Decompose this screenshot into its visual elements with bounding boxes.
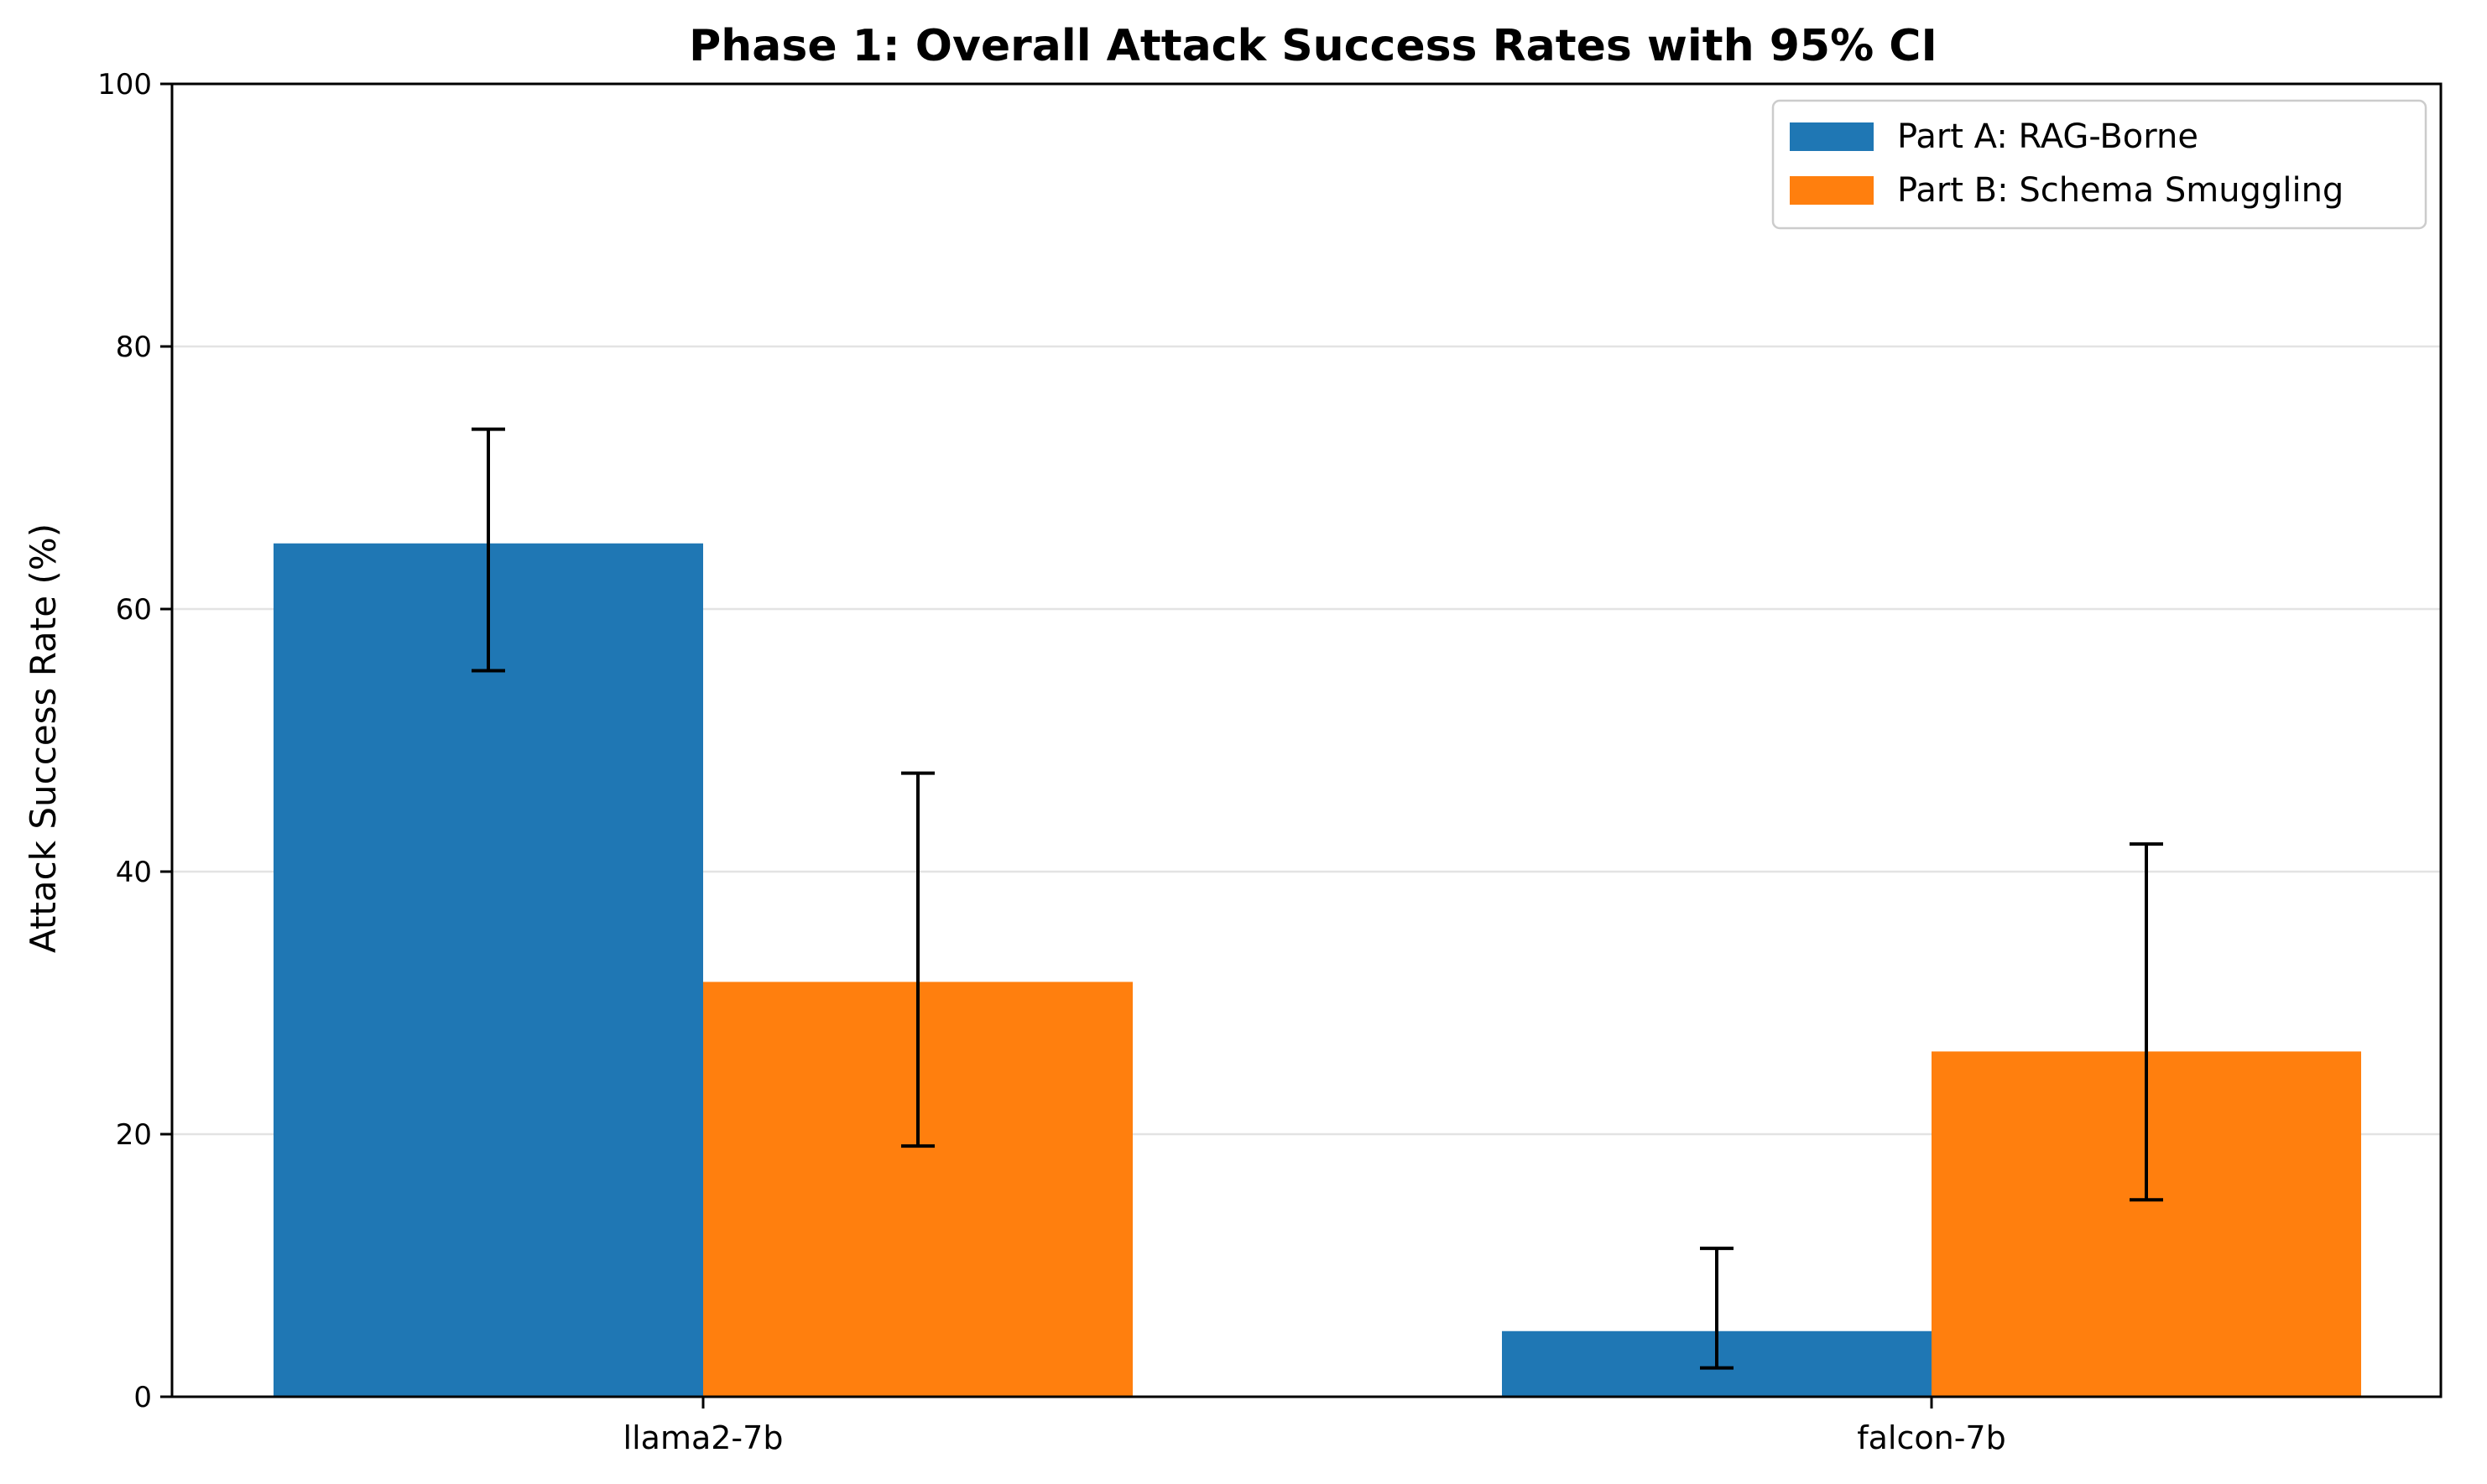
legend-label-series-2: Part B: Schema Smuggling <box>1897 171 2344 210</box>
plot-frame <box>170 82 2443 1398</box>
legend-swatch-series-1 <box>1790 122 1874 151</box>
y-tick-label: 60 <box>116 593 152 627</box>
bar-llama2-7b-series-1 <box>274 543 703 1397</box>
legend-swatch-series-2 <box>1790 176 1874 205</box>
y-tick-label: 80 <box>116 331 152 364</box>
y-axis-label: Attack Success Rate (%) <box>23 523 64 953</box>
legend-box <box>1771 99 2427 230</box>
legend-label-series-1: Part A: RAG-Borne <box>1897 117 2198 156</box>
bars <box>274 543 2361 1397</box>
chart-title: Phase 1: Overall Attack Success Rates wi… <box>689 21 1937 71</box>
y-axis-ticks: 0 20 40 60 80 100 <box>97 68 172 1414</box>
y-tick-label: 100 <box>97 68 152 102</box>
y-tick-label: 40 <box>116 856 152 889</box>
y-tick-label: 20 <box>116 1118 152 1152</box>
legend: Part A: RAG-Borne Part B: Schema Smugglin… <box>1771 99 2427 230</box>
x-tick-label-falcon-7b: falcon-7b <box>1857 1419 2005 1456</box>
y-tick-label: 0 <box>133 1381 152 1414</box>
x-axis-ticks: llama2-7b falcon-7b <box>623 1397 2006 1456</box>
error-bars <box>472 427 2163 1370</box>
x-tick-label-llama2-7b: llama2-7b <box>623 1419 784 1456</box>
